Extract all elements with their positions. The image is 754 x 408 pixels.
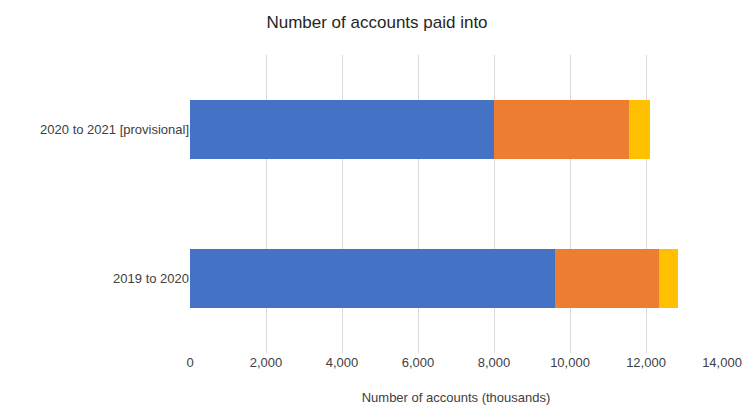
svg-text:2,000: 2,000 [250, 355, 283, 370]
svg-text:2020 to 2021 [provisional]: 2020 to 2021 [provisional] [40, 122, 189, 137]
svg-text:Number of accounts (thousands): Number of accounts (thousands) [362, 390, 551, 405]
svg-text:8,000: 8,000 [478, 355, 511, 370]
svg-text:Number of accounts paid into: Number of accounts paid into [266, 13, 487, 32]
svg-text:6,000: 6,000 [402, 355, 435, 370]
svg-text:10,000: 10,000 [550, 355, 590, 370]
svg-text:4,000: 4,000 [326, 355, 359, 370]
svg-text:12,000: 12,000 [626, 355, 666, 370]
svg-text:14,000: 14,000 [702, 355, 742, 370]
svg-text:2019 to 2020: 2019 to 2020 [113, 271, 189, 286]
svg-text:0: 0 [186, 355, 193, 370]
